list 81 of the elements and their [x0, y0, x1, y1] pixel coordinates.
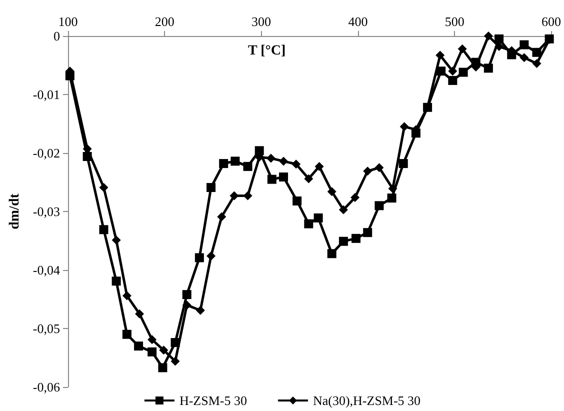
point — [159, 346, 168, 355]
y-tick-label: -0,03 — [32, 204, 60, 219]
y-axis-title: dm/dt — [8, 193, 22, 230]
point — [170, 356, 180, 366]
y-tick-label: -0,06 — [32, 380, 60, 394]
point — [304, 174, 314, 184]
point — [494, 34, 504, 44]
point — [266, 154, 276, 163]
point — [400, 122, 409, 132]
point — [374, 163, 384, 172]
point — [374, 201, 384, 210]
point — [99, 225, 108, 234]
point — [484, 32, 493, 40]
point — [122, 291, 132, 300]
point — [327, 249, 336, 258]
point — [182, 300, 192, 310]
point — [304, 219, 314, 228]
point — [338, 236, 348, 246]
x-tick-label: 300 — [252, 14, 272, 29]
point — [448, 76, 458, 85]
point — [196, 306, 205, 315]
point — [254, 146, 264, 156]
point — [243, 162, 252, 171]
point — [122, 330, 132, 339]
point — [170, 338, 180, 348]
point — [314, 162, 324, 171]
point — [387, 194, 396, 203]
point — [230, 156, 240, 166]
point — [388, 184, 398, 194]
point — [267, 174, 276, 184]
point — [327, 187, 336, 196]
point — [279, 172, 288, 182]
point — [352, 234, 361, 243]
point — [494, 42, 504, 52]
point — [135, 309, 144, 318]
y-tick-label: 0 — [53, 28, 60, 44]
point — [458, 44, 467, 54]
point — [338, 205, 348, 214]
point — [292, 196, 302, 206]
point — [219, 159, 228, 168]
point — [520, 53, 529, 62]
legend-label: Na(30),H-ZSM-5 30 — [312, 393, 421, 408]
point — [217, 212, 226, 222]
point — [206, 251, 216, 260]
point — [112, 236, 121, 245]
point — [363, 166, 372, 176]
x-tick-label: 100 — [58, 14, 78, 29]
point — [112, 276, 121, 286]
point — [148, 335, 157, 344]
point — [532, 58, 542, 68]
point — [148, 347, 157, 356]
point — [158, 363, 168, 372]
point — [448, 66, 458, 76]
point — [279, 156, 288, 166]
point — [292, 160, 301, 169]
point — [206, 183, 216, 192]
y-tick-label: -0,05 — [32, 321, 60, 336]
point — [520, 40, 529, 50]
point — [484, 64, 493, 73]
point — [532, 48, 542, 57]
y-tick-label: -0,04 — [32, 262, 60, 278]
x-tick-label: 500 — [444, 14, 464, 29]
point — [82, 152, 92, 162]
y-tick-label: -0,01 — [32, 87, 60, 102]
y-tick-label: -0,02 — [32, 146, 60, 160]
point — [314, 213, 323, 222]
x-tick-label: 200 — [154, 14, 174, 29]
point — [350, 192, 360, 202]
point — [99, 183, 108, 192]
point — [436, 66, 446, 76]
point — [194, 253, 204, 262]
point — [436, 50, 445, 60]
point — [398, 159, 408, 168]
legend-label: H-ZSM-5 30 — [179, 393, 247, 408]
x-axis-title: T [°C] — [248, 44, 286, 58]
point — [182, 290, 192, 300]
point — [458, 68, 468, 77]
x-tick-label: 400 — [348, 14, 368, 29]
x-tick-label: 600 — [542, 14, 561, 29]
point — [134, 342, 144, 351]
point — [363, 228, 372, 238]
